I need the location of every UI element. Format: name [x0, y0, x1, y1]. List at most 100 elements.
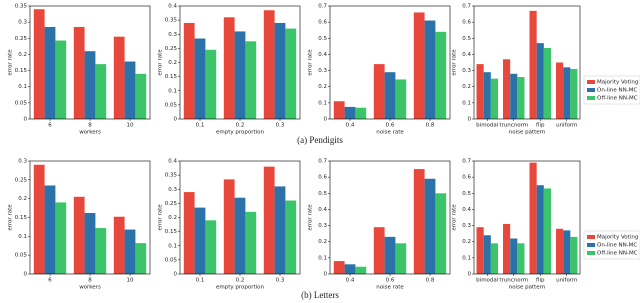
plot-frame: [329, 160, 451, 275]
bar: [355, 266, 367, 274]
bar: [435, 31, 447, 120]
y-tick-label: 0.2: [18, 52, 27, 58]
x-tick-label: flip: [536, 123, 545, 129]
y-tick-label: 0.3: [168, 187, 177, 193]
bar: [373, 64, 385, 119]
x-axis-label: workers: [79, 130, 101, 136]
bar: [95, 228, 107, 274]
bar: [333, 261, 345, 274]
y-tick-label: 0.2: [168, 60, 177, 66]
bar: [503, 223, 511, 274]
x-tick-label: truncnorm: [499, 278, 528, 284]
bar: [274, 22, 286, 120]
legend-swatch: [587, 80, 595, 84]
legend-label: Off-line NN-MC: [597, 251, 638, 257]
bar: [510, 238, 518, 274]
legend-swatch: [587, 88, 595, 92]
y-tick-label: 0.2: [462, 239, 471, 245]
bar: [234, 31, 246, 119]
bar: [135, 73, 147, 119]
y-tick-label: 0.1: [18, 234, 27, 240]
bar: [333, 101, 345, 119]
x-tick-label: 8: [88, 278, 92, 284]
y-tick-label: 0.15: [165, 229, 178, 235]
y-tick-label: 0.2: [462, 84, 471, 90]
y-tick-label: 0.6: [318, 175, 327, 181]
bar: [536, 43, 544, 119]
bar: [373, 227, 385, 274]
x-tick-label: bimodal: [476, 123, 499, 129]
y-tick-label: 0.1: [462, 255, 471, 261]
y-tick-label: 0.4: [168, 4, 177, 10]
y-tick-label: 0.2: [168, 215, 177, 221]
bar: [205, 220, 217, 274]
bar: [384, 72, 396, 119]
bar: [55, 202, 67, 274]
x-axis-label: noise pattern: [509, 130, 546, 136]
y-tick-label: 0.3: [318, 68, 327, 74]
legend-label: Majority Voting: [597, 80, 638, 86]
x-tick-label: 10: [127, 278, 134, 284]
y-tick-label: 0.15: [165, 74, 178, 80]
y-tick-label: 0.2: [318, 84, 327, 90]
bar: [73, 196, 85, 274]
x-tick-label: uniform: [556, 278, 577, 284]
bar: [73, 26, 85, 119]
bar: [183, 192, 195, 274]
x-tick-label: bimodal: [476, 278, 499, 284]
plot-frame: [473, 5, 581, 120]
bar: [274, 186, 286, 274]
y-tick-label: 0.15: [15, 68, 28, 74]
y-tick-label: 0.3: [168, 32, 177, 38]
y-tick-label: 0: [468, 117, 472, 123]
y-tick-label: 0.05: [165, 257, 178, 263]
x-tick-label: truncnorm: [499, 123, 528, 129]
y-tick-label: 0: [468, 272, 472, 278]
bar: [510, 73, 518, 119]
y-tick-label: 0.05: [165, 102, 178, 108]
bar: [355, 107, 367, 119]
plot-frame: [329, 5, 451, 120]
bar: [490, 78, 498, 119]
bar: [529, 10, 537, 119]
y-axis-label: error rate: [8, 204, 14, 231]
bar: [113, 216, 125, 274]
x-tick-label: 0.3: [276, 278, 285, 284]
y-tick-label: 0.3: [18, 20, 27, 26]
y-axis-label: error rate: [452, 49, 458, 76]
bar: [503, 59, 511, 119]
y-tick-label: 0.1: [168, 243, 177, 249]
bar: [543, 47, 551, 119]
legend-label: Majority Voting: [597, 235, 638, 241]
y-axis-label: error rate: [308, 49, 314, 76]
bar: [263, 166, 275, 274]
y-axis-label: error rate: [8, 49, 14, 76]
bar: [205, 49, 217, 119]
y-tick-label: 0.25: [15, 177, 28, 183]
y-tick-label: 0.15: [15, 215, 28, 221]
legend-box: [583, 230, 640, 260]
y-tick-label: 0.5: [462, 36, 471, 42]
x-tick-label: 0.4: [346, 278, 355, 284]
x-tick-label: 0.2: [236, 123, 245, 129]
x-axis-label: noise rate: [376, 130, 404, 136]
y-tick-label: 0.3: [18, 159, 27, 165]
bar: [476, 64, 484, 119]
x-tick-label: 8: [88, 123, 92, 129]
caption: (a) Pendigits: [297, 135, 343, 145]
y-axis-label: error rate: [452, 204, 458, 231]
x-tick-label: 0.1: [196, 278, 205, 284]
y-tick-label: 0.35: [165, 173, 178, 179]
y-axis-label: error rate: [158, 49, 164, 76]
bar: [490, 243, 498, 274]
bar: [483, 235, 491, 274]
bar: [413, 12, 425, 119]
bar: [245, 211, 257, 274]
y-tick-label: 0: [324, 272, 328, 278]
bar: [263, 10, 275, 119]
bar: [517, 77, 525, 119]
bar: [33, 164, 45, 274]
y-tick-label: 0: [174, 272, 178, 278]
bar: [556, 228, 564, 274]
bar: [95, 64, 107, 119]
